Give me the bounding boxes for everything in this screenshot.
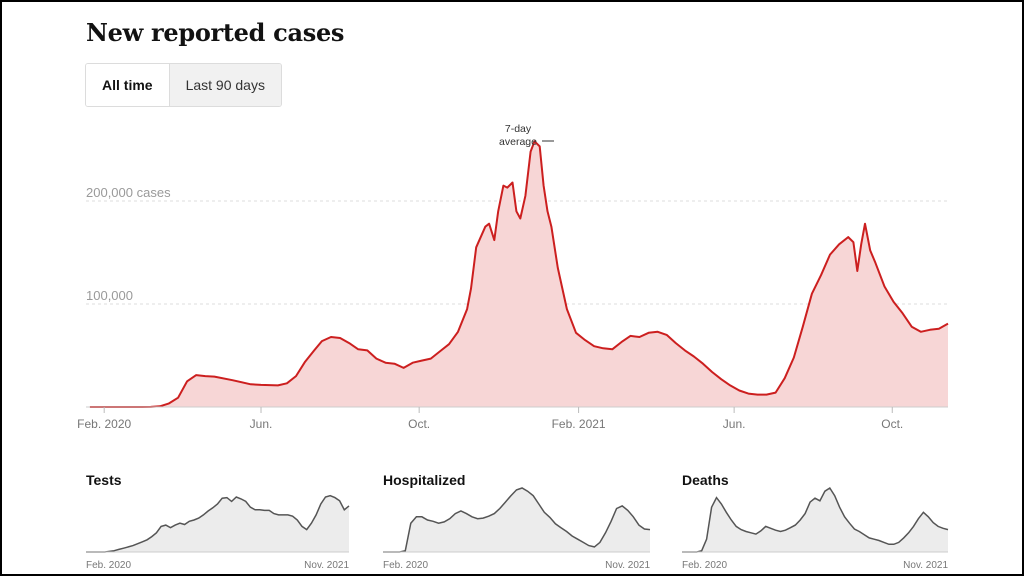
- mini-area: [682, 488, 948, 552]
- mini-x-tick-label: Nov. 2021: [903, 560, 948, 571]
- mini-chart-title: Hospitalized: [383, 472, 466, 488]
- mini-chart-title: Deaths: [682, 472, 729, 488]
- mini-area: [86, 495, 349, 552]
- tab-last-90-days[interactable]: Last 90 days: [168, 64, 281, 106]
- mini-line: [682, 486, 949, 553]
- cases-chart: 200,000 cases 100,000 Feb. 2020 Jun. Oct. F…: [77, 123, 949, 431]
- annotation-label: average: [499, 136, 537, 148]
- page-title: New reported cases: [86, 18, 345, 47]
- mini-area: [383, 488, 650, 552]
- x-tick-label: Jun.: [250, 417, 273, 431]
- x-tick-label: Feb. 2020: [77, 417, 131, 431]
- tab-all-time[interactable]: All time: [86, 64, 169, 106]
- mini-line: [86, 494, 350, 553]
- mini-x-tick-label: Nov. 2021: [304, 560, 349, 571]
- mini-chart-title: Tests: [86, 472, 122, 488]
- mini-x-tick-label: Feb. 2020: [682, 560, 727, 571]
- mini-x-tick-label: Feb. 2020: [383, 560, 428, 571]
- cases-area: [89, 141, 948, 408]
- annotation-label: 7-day: [505, 123, 532, 135]
- time-range-toggle: All time Last 90 days: [85, 63, 282, 107]
- x-tick-label: Jun.: [723, 417, 746, 431]
- y-tick-label: 200,000 cases: [86, 185, 171, 200]
- mini-x-tick-label: Feb. 2020: [86, 560, 131, 571]
- y-tick-label: 100,000: [86, 288, 133, 303]
- x-tick-label: Oct.: [408, 417, 430, 431]
- x-tick-label: Oct.: [881, 417, 903, 431]
- mini-x-tick-label: Nov. 2021: [605, 560, 650, 571]
- mini-line: [383, 487, 651, 553]
- x-axis-ticks: Feb. 2020 Jun. Oct. Feb. 2021 Jun. Oct.: [77, 407, 903, 431]
- x-tick-label: Feb. 2021: [552, 417, 606, 431]
- cases-line: [89, 140, 949, 408]
